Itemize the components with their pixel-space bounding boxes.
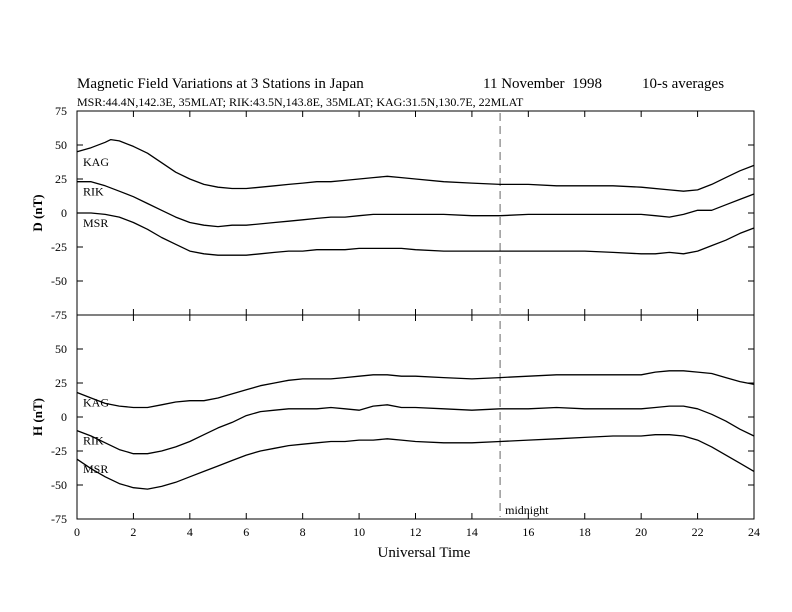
station-label-MSR: MSR [83, 462, 108, 476]
d-panel-frame [76, 110, 755, 316]
x-axis-label: Universal Time [378, 545, 471, 561]
x-tick-label: 18 [579, 525, 591, 539]
y-tick-label: 0 [61, 206, 67, 220]
x-tick-label: 6 [243, 525, 249, 539]
station-label-RIK: RIK [83, 185, 104, 199]
x-tick-label: 22 [692, 525, 704, 539]
series-D-KAG [76, 138, 755, 192]
x-tick-label: 20 [635, 525, 647, 539]
averaging-note: 10-s averages [642, 76, 724, 92]
x-tick-label: 14 [466, 525, 478, 539]
station-label-RIK: RIK [83, 434, 104, 448]
x-tick-label: 10 [353, 525, 365, 539]
y-tick-label: -50 [51, 478, 67, 492]
y-tick-label: 75 [55, 104, 67, 118]
y-tick-label: 25 [55, 376, 67, 390]
x-tick-label: 24 [748, 525, 760, 539]
x-tick-label: 0 [74, 525, 80, 539]
y-tick-label: 50 [55, 138, 67, 152]
series-D-RIK [77, 181, 755, 228]
x-tick-label: 2 [130, 525, 136, 539]
series-H-RIK [76, 404, 755, 455]
x-tick-label: 8 [300, 525, 306, 539]
x-tick-label: 16 [522, 525, 534, 539]
y-tick-label: 50 [55, 342, 67, 356]
station-label-KAG: KAG [83, 155, 109, 169]
series-H-MSR [76, 434, 755, 490]
y-tick-label: 0 [61, 410, 67, 424]
y-tick-label: -25 [51, 240, 67, 254]
y-tick-label: -50 [51, 274, 67, 288]
station-coordinates: MSR:44.4N,142.3E, 35MLAT; RIK:43.5N,143.… [77, 95, 524, 109]
x-tick-label: 12 [410, 525, 422, 539]
x-tick-label: 4 [187, 525, 193, 539]
chart-title: Magnetic Field Variations at 3 Stations … [77, 76, 364, 92]
midnight-label: midnight [505, 503, 549, 517]
y-tick-label: -75 [51, 512, 67, 526]
h-axis-label: H (nT) [30, 398, 45, 436]
y-tick-label: -25 [51, 444, 67, 458]
y-tick-label: -75 [51, 308, 67, 322]
series-H-KAG [76, 370, 755, 409]
d-axis-label: D (nT) [30, 194, 45, 231]
y-tick-label: 25 [55, 172, 67, 186]
station-label-MSR: MSR [83, 216, 108, 230]
series-D-MSR [77, 212, 755, 256]
station-label-KAG: KAG [83, 396, 109, 410]
date-day: 11 November [483, 76, 565, 92]
axis-labels: D (nT) H (nT) Universal Time [30, 194, 471, 561]
data-series: KAG RIK MSR KAG RIK MSR [76, 138, 755, 490]
h-panel-frame [76, 314, 755, 520]
midnight-marker: midnight [499, 113, 549, 517]
date-year: 1998 [572, 76, 602, 92]
